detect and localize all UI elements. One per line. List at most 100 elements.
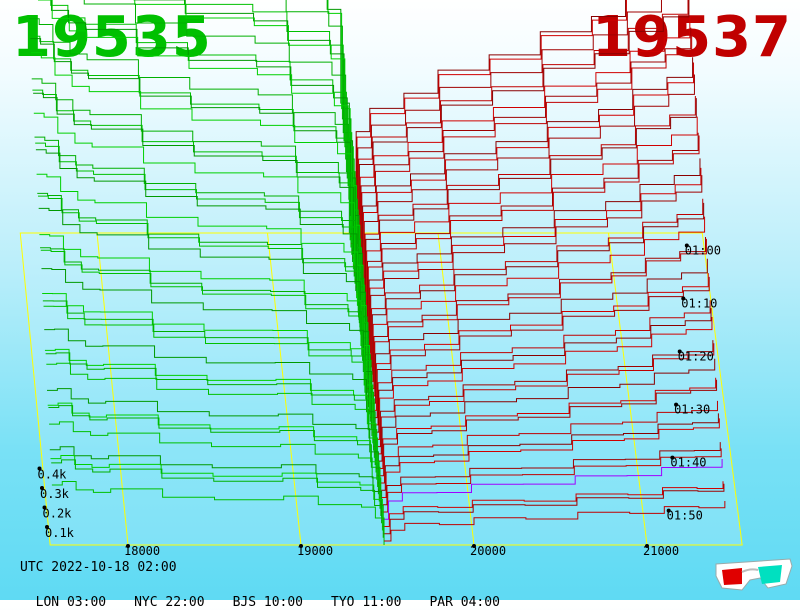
bid-depth-line [49,446,383,524]
ask-depth-line [364,198,704,368]
ask-depth-line [381,459,723,520]
time-tick-label: 01:00 [685,243,721,257]
bid-depth-line [47,388,379,495]
ask-depth-line [374,343,715,455]
city-time-bjs: BJS 10:00 [232,595,304,610]
ask-depth-line [350,0,662,245]
ask-depth-line [380,448,722,513]
time-tick-marker [666,508,671,513]
bid-depth-line [40,249,372,429]
bid-depth-line [33,92,363,350]
ask-depth-line [349,0,627,230]
ask-depth-line [382,481,724,527]
bid-depth-line [37,0,358,299]
3d-glasses-icon[interactable] [712,556,794,592]
bid-depth-line [32,89,362,342]
x-grid-line [96,232,129,546]
ask-depth-line [379,418,720,498]
time-tick-marker [677,349,682,354]
bid-depth-line [49,421,382,516]
y-tick-label: 0.2k [43,507,73,521]
ask-depth-line [359,116,698,324]
bid-depth-line [34,136,365,364]
bid-depth-line [285,0,352,248]
time-tick-marker [670,455,675,460]
x-tick-label: 21000 [643,544,679,558]
ask-depth-line [377,400,718,484]
ask-depth-line [354,27,692,274]
x-tick-label: 20000 [470,544,506,558]
time-tick-label: 01:20 [678,350,714,364]
bid-depth-line [47,402,380,502]
ask-depth-line [350,0,627,237]
y-tick-marker [42,505,47,510]
bid-depth-line [31,52,361,328]
bid-depth-line [41,268,373,437]
ask-depth-line [368,258,708,404]
time-tick-label: 01:30 [674,403,710,417]
y-tick-marker [40,486,44,490]
bid-depth-line [30,38,360,321]
y-tick-label: 0.3k [40,487,70,501]
ask-depth-line [362,158,701,346]
y-tick-label: 0.4k [38,468,68,482]
utc-timestamp: UTC 2022-10-18 02:00 [20,560,177,575]
ask-depth-line [366,216,706,382]
bid-depth-line [29,35,359,313]
ask-depth-line [367,238,707,397]
ask-depth-line [352,0,690,259]
ask-depth-line [363,175,703,361]
time-tick-marker [681,296,686,301]
bid-depth-line [35,142,366,371]
bid-depth-line [38,207,370,408]
ask-depth-line [376,379,718,477]
ask-depth-line [351,0,689,252]
ask-depth-line [367,236,706,390]
time-tick-label: 01:50 [667,509,703,523]
bid-depth-line [184,0,353,255]
time-tick-marker [684,243,689,248]
ask-depth-line [359,98,697,317]
ask-depth-line [365,202,705,375]
city-time-par: PAR 04:00 [429,595,500,610]
x-tick-marker [299,544,303,548]
ask-depth-line [356,62,695,295]
city-time-nyc: NYC 22:00 [134,595,205,610]
time-tick-label: 01:40 [670,456,706,470]
x-grid-line [267,232,302,546]
bid-depth-line [50,455,383,531]
y-tick-label: 0.1k [45,526,75,540]
x-tick-label: 19000 [297,544,333,558]
ask-depth-line [375,377,717,469]
x-tick-marker [645,544,649,548]
bid-depth-line [51,459,384,538]
ask-depth-line [371,300,711,426]
x-grid-line [608,232,648,546]
chart-labels: 18000 19000 20000 21000 01:00 01:10 01:20 01:30… [37,243,721,558]
time-tick-label: 01:10 [681,297,717,311]
bid-depth-line [39,234,371,415]
ask-depth-line [361,135,700,339]
x-tick-marker [472,544,476,548]
bid-depth-line [37,195,369,400]
city-times: LON 03:00 NYC 22:00 BJS 10:00 TYO 11:00 PAR … [20,580,528,610]
city-time-tyo: TYO 11:00 [331,595,402,610]
ask-depth-line [371,308,712,433]
bid-depth-line [50,0,357,292]
ask-depth-line [353,16,691,266]
bid-depth-line [33,112,364,357]
bid-depth-line [45,352,378,480]
city-time-lon: LON 03:00 [35,595,107,610]
bid-depth-line [50,0,356,284]
bid-depth-line [43,305,375,458]
bid-depth-line [36,173,367,386]
chart-lines [28,0,726,545]
ask-depth-line [360,132,699,332]
ask-depth-line [369,273,709,411]
bid-depth-line [42,300,375,451]
ask-depth-line [354,33,693,281]
x-tick-marker [126,544,130,548]
bid-depth-line [327,0,351,241]
y-tick-marker [45,525,49,529]
